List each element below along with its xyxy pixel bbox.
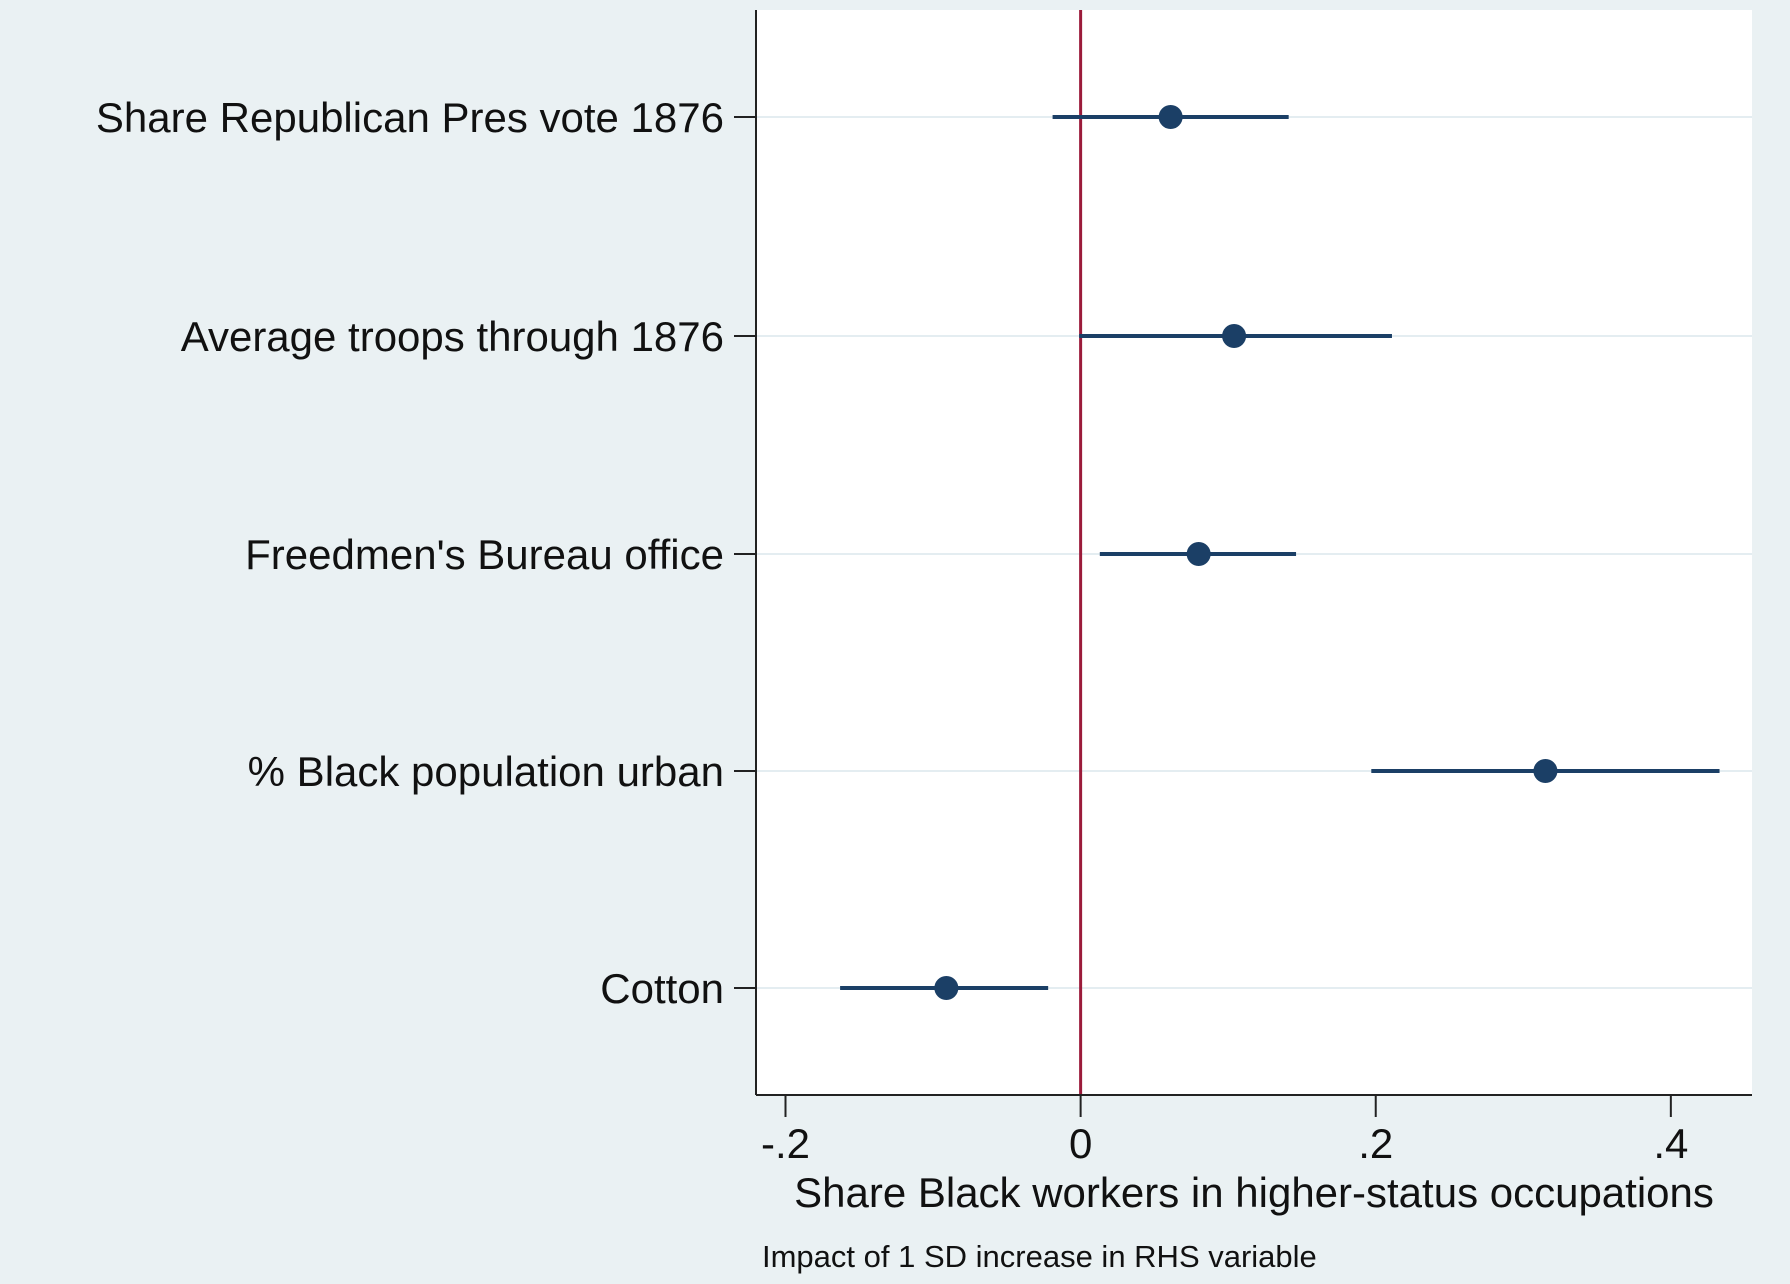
y-tick-label: % Black population urban xyxy=(248,748,724,795)
point-estimate xyxy=(1222,324,1247,348)
x-tick-label: .2 xyxy=(1358,1120,1393,1167)
point-estimates xyxy=(934,105,1558,1000)
point-estimate xyxy=(934,976,959,1000)
chart-note: Impact of 1 SD increase in RHS variable xyxy=(762,1239,1317,1274)
y-tick-label: Share Republican Pres vote 1876 xyxy=(96,94,724,141)
x-tick-label: -.2 xyxy=(761,1120,810,1167)
x-tick-label: .4 xyxy=(1653,1120,1688,1167)
y-tick-label: Freedmen's Bureau office xyxy=(245,531,724,578)
y-tick-label: Cotton xyxy=(600,965,724,1012)
point-estimate xyxy=(1158,105,1183,129)
point-estimate xyxy=(1186,542,1211,566)
y-axis: Share Republican Pres vote 1876 Average t… xyxy=(96,10,757,1095)
x-axis-label: Share Black workers in higher-status occ… xyxy=(794,1169,1714,1216)
point-estimate xyxy=(1533,759,1558,783)
x-tick-label: 0 xyxy=(1069,1120,1092,1167)
y-tick-label: Average troops through 1876 xyxy=(181,313,724,360)
x-axis: -.2 0 .2 .4 xyxy=(756,1094,1752,1167)
